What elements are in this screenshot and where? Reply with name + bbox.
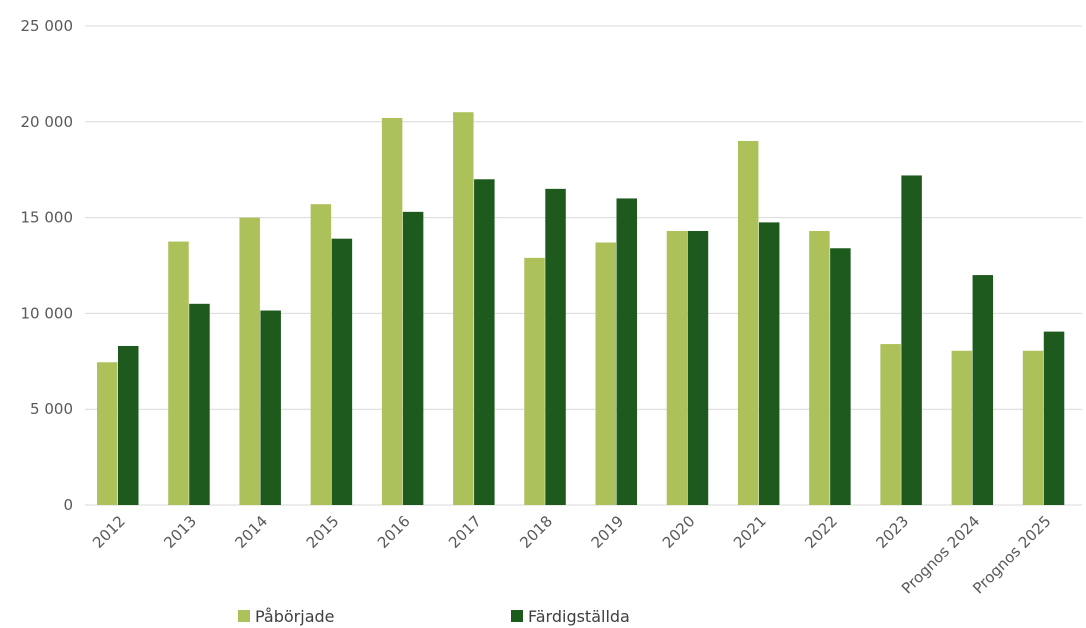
bar-fardigstallda (118, 345, 139, 505)
legend-label-fardigstallda: Färdigställda (528, 607, 630, 626)
bar-paborjade (737, 140, 759, 505)
bar-fardigstallda (1043, 331, 1065, 505)
bar-paborjade (1022, 350, 1044, 505)
bar-paborjade (239, 217, 260, 505)
bar-paborjade (97, 362, 118, 505)
bar-fardigstallda (189, 303, 210, 505)
x-tick-label: 2023 (872, 512, 912, 552)
x-axis-labels: 2012 2013 2014 2015 2016 2017 2018 2019 2020 2021… (89, 512, 1055, 597)
y-tick-label: 20 000 (21, 113, 74, 131)
bar-fardigstallda (687, 231, 709, 505)
bar-paborjade (524, 257, 545, 505)
y-axis-labels: 0 5 000 10 000 15 000 20 000 25 000 (21, 17, 74, 514)
bar-paborjade (880, 344, 901, 505)
legend-swatch-fardigstallda (511, 610, 523, 622)
x-tick-label: 2014 (232, 512, 272, 552)
legend-label-paborjade: Påbörjade (255, 607, 335, 626)
bar-paborjade (453, 112, 474, 505)
bars (97, 112, 1065, 506)
x-tick-label: 2022 (801, 512, 841, 552)
bar-paborjade (310, 204, 332, 506)
x-tick-label: 2017 (445, 512, 485, 552)
bar-fardigstallda (616, 198, 637, 505)
legend-swatch-paborjade (238, 610, 250, 622)
bar-paborjade (595, 242, 616, 505)
y-tick-label: 10 000 (21, 304, 74, 322)
gridlines (85, 25, 1082, 506)
x-tick-label: 2012 (89, 512, 129, 552)
y-tick-label: 25 000 (21, 17, 74, 35)
bar-paborjade (381, 117, 403, 505)
x-tick-label: 2021 (730, 512, 770, 552)
bar-paborjade (666, 231, 688, 505)
legend: Påbörjade Färdigställda (238, 607, 630, 626)
bar-paborjade (168, 241, 189, 506)
x-tick-label: 2019 (588, 512, 628, 552)
bar-paborjade (951, 350, 973, 505)
bar-fardigstallda (972, 275, 994, 505)
y-tick-label: 0 (63, 496, 73, 514)
x-tick-label: 2013 (160, 512, 200, 552)
bar-fardigstallda (545, 188, 566, 506)
bar-fardigstallda (830, 248, 851, 506)
x-tick-label: 2016 (374, 512, 414, 552)
bar-fardigstallda (474, 179, 495, 505)
y-tick-label: 15 000 (21, 209, 74, 227)
bar-fardigstallda (901, 175, 922, 505)
x-tick-label: 2020 (659, 512, 699, 552)
bar-fardigstallda (331, 238, 353, 505)
x-tick-label: 2015 (303, 512, 343, 552)
bar-fardigstallda (260, 310, 281, 505)
bar-paborjade (809, 231, 830, 505)
bar-fardigstallda (758, 222, 780, 505)
bar-fardigstallda (402, 211, 424, 506)
y-tick-label: 5 000 (30, 400, 73, 418)
x-tick-label: 2018 (516, 512, 556, 552)
